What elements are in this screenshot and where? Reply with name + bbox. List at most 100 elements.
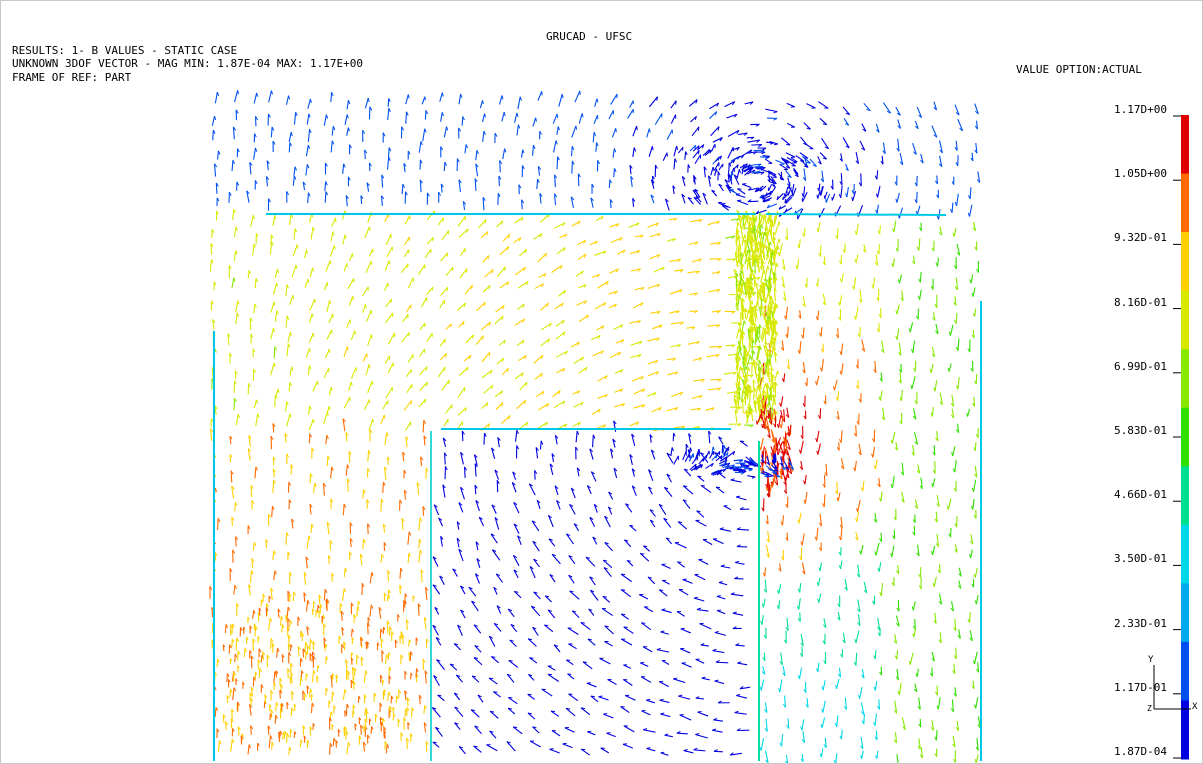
- field-vector-head: [353, 681, 356, 685]
- field-vector: [482, 130, 485, 142]
- field-vector: [667, 371, 678, 376]
- field-vector-head: [307, 192, 311, 197]
- field-vector-head: [733, 167, 736, 172]
- field-vector: [840, 560, 843, 570]
- field-vector-head: [897, 125, 901, 129]
- field-vector-head: [767, 358, 770, 363]
- field-vector-head: [697, 475, 702, 478]
- field-vector-head: [685, 151, 688, 156]
- field-vector-head: [351, 628, 355, 633]
- field-vector-head: [399, 584, 403, 589]
- field-vector: [629, 421, 639, 427]
- field-vector: [773, 453, 776, 464]
- field-vector: [755, 219, 761, 234]
- field-vector-head: [454, 643, 459, 646]
- field-vector: [747, 257, 753, 273]
- field-vector-head: [507, 246, 510, 251]
- field-vector-head: [679, 391, 684, 396]
- field-vector-head: [748, 216, 752, 221]
- field-vector-head: [733, 174, 738, 178]
- field-vector: [779, 679, 783, 693]
- field-vector: [785, 480, 787, 494]
- field-vector-head: [938, 639, 942, 644]
- field-vector: [590, 471, 597, 482]
- field-vector: [432, 584, 441, 595]
- field-vector-head: [911, 348, 914, 353]
- field-vector: [661, 563, 671, 569]
- field-vector: [440, 183, 443, 193]
- field-vector-head: [375, 713, 378, 718]
- field-vector-head: [851, 189, 855, 194]
- field-vector: [595, 215, 604, 222]
- field-vector: [443, 452, 446, 465]
- field-vector: [405, 94, 409, 105]
- field-vector: [284, 433, 287, 443]
- field-vector-head: [289, 331, 292, 336]
- field-vector-head: [646, 698, 651, 701]
- field-vector-head: [698, 258, 702, 263]
- field-vector-head: [590, 589, 595, 593]
- field-vector-head: [787, 446, 791, 451]
- field-vector-head: [957, 635, 961, 639]
- field-vector-head: [383, 729, 387, 734]
- field-vector: [324, 643, 327, 652]
- field-vector-head: [753, 274, 757, 279]
- field-vector-head: [227, 333, 231, 338]
- field-vector-head: [822, 157, 827, 160]
- field-vector-head: [277, 388, 280, 393]
- field-vector-head: [688, 433, 692, 437]
- field-vector: [780, 171, 783, 180]
- field-vector-head: [444, 161, 447, 166]
- field-vector-head: [217, 658, 220, 663]
- field-vector-head: [546, 302, 549, 308]
- field-vector: [670, 447, 673, 457]
- field-vector-head: [950, 708, 954, 713]
- field-vector-head: [975, 668, 980, 673]
- field-vector-head: [696, 456, 699, 461]
- field-vector-head: [562, 400, 566, 405]
- field-vector: [642, 646, 653, 653]
- field-vector-head: [805, 703, 809, 708]
- field-vector-head: [371, 726, 374, 730]
- field-vector-head: [624, 539, 629, 542]
- field-vector: [774, 221, 780, 234]
- field-vector-head: [784, 198, 787, 203]
- field-vector-head: [257, 413, 260, 418]
- field-vector-head: [583, 253, 587, 258]
- field-vector: [735, 328, 740, 339]
- field-vector-head: [360, 195, 364, 200]
- field-vector: [687, 270, 700, 274]
- field-vector: [556, 500, 561, 510]
- field-vector-head: [273, 550, 276, 555]
- field-vector-head: [757, 385, 760, 390]
- field-vector: [772, 302, 776, 317]
- field-vector: [612, 438, 616, 448]
- field-vector: [876, 750, 879, 759]
- field-vector: [968, 204, 973, 217]
- field-vector: [488, 677, 498, 685]
- field-vector-head: [767, 179, 771, 183]
- field-vector: [328, 386, 332, 396]
- field-vector: [433, 504, 440, 516]
- field-vector-head: [470, 709, 476, 712]
- field-vector-head: [916, 246, 920, 251]
- field-vector: [214, 552, 217, 561]
- field-vector-head: [309, 365, 312, 370]
- field-vector: [419, 322, 426, 331]
- field-vector-head: [742, 331, 746, 336]
- field-vector: [721, 462, 731, 467]
- field-vector-head: [489, 730, 494, 733]
- field-vector: [854, 460, 857, 472]
- field-vector: [458, 321, 465, 328]
- field-vector: [304, 651, 307, 660]
- field-vector: [977, 171, 981, 183]
- field-vector-head: [777, 251, 780, 257]
- field-vector-head: [950, 607, 954, 612]
- field-vector-head: [262, 593, 266, 598]
- field-vector: [772, 396, 775, 408]
- frame-of-ref-line: FRAME OF REF: PART: [12, 71, 132, 84]
- field-vector: [345, 704, 348, 716]
- field-vector: [746, 256, 749, 270]
- field-vector: [695, 658, 705, 664]
- field-vector: [778, 584, 782, 594]
